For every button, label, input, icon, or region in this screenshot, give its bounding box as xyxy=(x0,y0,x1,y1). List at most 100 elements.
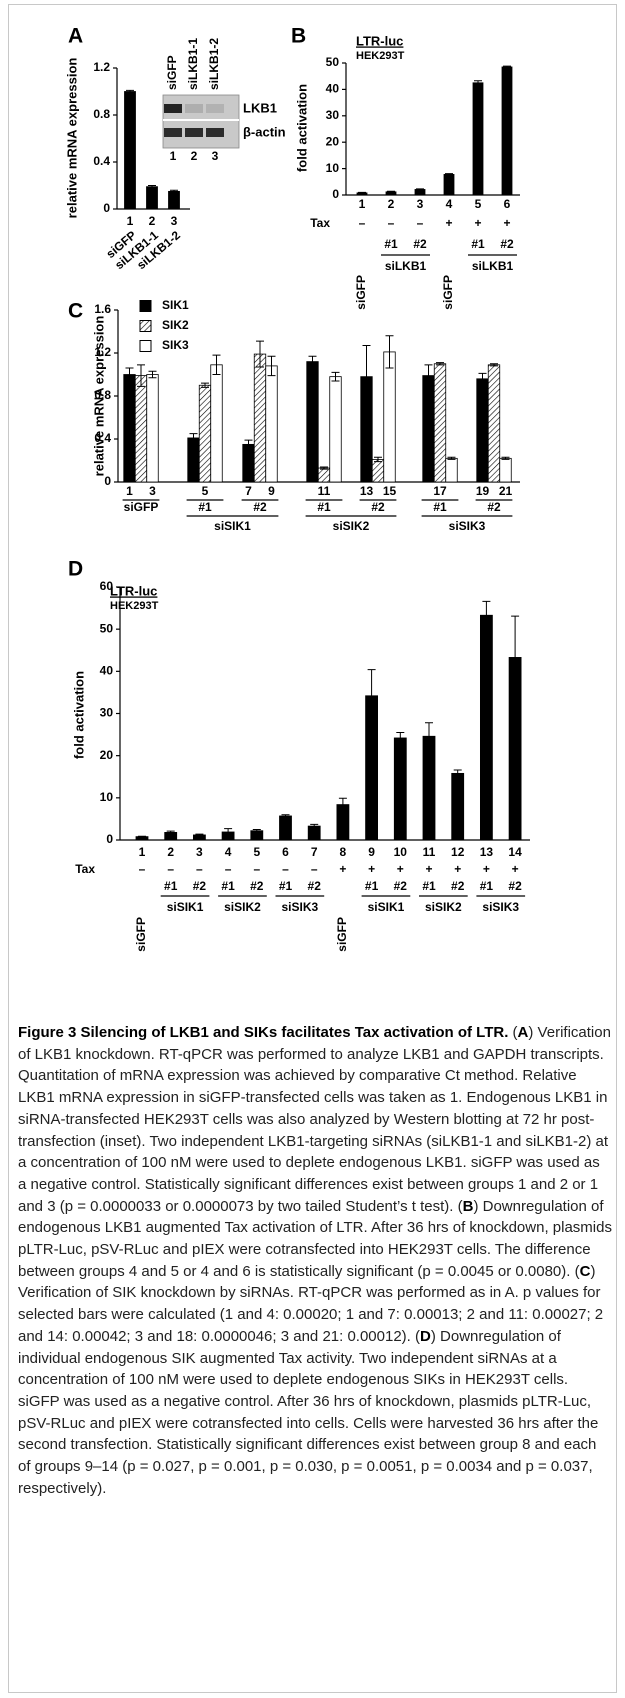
sirna-label: siGFP xyxy=(134,917,148,952)
bar xyxy=(452,773,464,840)
category-label: 9 xyxy=(368,845,375,859)
bar-number: 7 xyxy=(245,484,252,498)
caption-text: ) Downregulation of individual endogenou… xyxy=(18,1328,598,1497)
bar xyxy=(124,375,136,483)
tax-sign: – xyxy=(417,216,424,230)
panel-letter: B xyxy=(291,25,306,48)
sirna-label: #1 xyxy=(221,879,235,893)
y-tick-label: 0.4 xyxy=(94,431,111,445)
tax-sign: – xyxy=(139,862,146,876)
blot-band xyxy=(164,104,182,113)
bar xyxy=(500,458,512,482)
sirna-label: #2 xyxy=(487,500,501,514)
sirna-label: #2 xyxy=(451,879,465,893)
category-label: 3 xyxy=(196,845,203,859)
category-label: 7 xyxy=(311,845,318,859)
legend-swatch xyxy=(140,321,151,332)
tax-sign: + xyxy=(339,862,346,876)
y-tick-label: 40 xyxy=(326,82,340,96)
tax-sign: + xyxy=(474,216,481,230)
cell-line-label: HEK293T xyxy=(110,600,159,612)
bar xyxy=(330,377,342,482)
sirna-label: #2 xyxy=(253,500,267,514)
bar xyxy=(444,174,454,195)
y-tick-label: 50 xyxy=(326,55,340,69)
error-bar xyxy=(138,836,146,837)
category-label: 2 xyxy=(167,845,174,859)
category-label: 13 xyxy=(480,845,494,859)
y-axis-label: relative mRNA expression xyxy=(64,58,79,219)
bar xyxy=(254,354,266,482)
caption-text: ( xyxy=(508,1024,517,1041)
category-label: 6 xyxy=(504,197,511,211)
bar-number: 21 xyxy=(499,484,513,498)
sirna-label: #1 xyxy=(422,879,436,893)
y-tick-label: 20 xyxy=(100,748,114,762)
caption-bold: B xyxy=(463,1198,474,1215)
bar xyxy=(125,92,136,210)
bar xyxy=(446,458,458,482)
sirna-group-label: siSIK3 xyxy=(282,900,319,914)
y-tick-label: 0 xyxy=(103,201,110,215)
bar-number: 5 xyxy=(202,484,209,498)
sirna-label: #2 xyxy=(500,237,514,251)
y-tick-label: 20 xyxy=(326,134,340,148)
sirna-label: #2 xyxy=(308,879,322,893)
bar xyxy=(307,362,319,482)
bar-number: 17 xyxy=(433,484,447,498)
caption-bold: A xyxy=(518,1024,529,1041)
y-tick-label: 0.4 xyxy=(93,154,110,168)
sirna-group-label: siLKB1 xyxy=(472,259,514,273)
y-tick-label: 0.8 xyxy=(94,388,111,402)
sirna-label: #2 xyxy=(371,500,385,514)
sirna-label: #1 xyxy=(317,500,331,514)
sirna-label: #2 xyxy=(193,879,207,893)
category-label: 2 xyxy=(388,197,395,211)
bar xyxy=(147,375,159,483)
sirna-group-label: siSIK1 xyxy=(167,900,204,914)
sirna-group-label: siSIK2 xyxy=(333,519,370,533)
sirna-label: #2 xyxy=(508,879,522,893)
tax-sign: – xyxy=(359,216,366,230)
category-label: 4 xyxy=(225,845,232,859)
bar xyxy=(211,365,223,482)
cell-line-label: HEK293T xyxy=(356,50,405,62)
category-label: 10 xyxy=(394,845,408,859)
bar-number: 15 xyxy=(383,484,397,498)
bar xyxy=(502,67,512,195)
bar xyxy=(280,816,292,840)
sirna-group-label: siSIK3 xyxy=(449,519,486,533)
tax-sign: + xyxy=(397,862,404,876)
bar xyxy=(135,376,147,482)
sirna-label: #1 xyxy=(433,500,447,514)
tax-sign: + xyxy=(454,862,461,876)
y-tick-label: 10 xyxy=(100,790,114,804)
figure-caption: Figure 3 Silencing of LKB1 and SIKs faci… xyxy=(18,1022,612,1499)
y-axis-label: fold activation xyxy=(71,671,86,759)
lane-header: siLKB1-1 xyxy=(186,38,200,90)
y-axis-label: fold activation xyxy=(294,84,309,172)
category-label: 12 xyxy=(451,845,465,859)
y-tick-label: 0.8 xyxy=(93,107,110,121)
sirna-label: siGFP xyxy=(124,500,159,514)
bar xyxy=(473,83,483,195)
legend-swatch xyxy=(140,341,151,352)
tax-sign: – xyxy=(167,862,174,876)
bar xyxy=(169,191,180,209)
sirna-group-label: siSIK1 xyxy=(368,900,405,914)
y-tick-label: 30 xyxy=(326,108,340,122)
tax-sign: + xyxy=(368,862,375,876)
tax-sign: + xyxy=(483,862,490,876)
panel-letter: C xyxy=(68,300,83,323)
sirna-label: #1 xyxy=(480,879,494,893)
blot-band xyxy=(164,128,182,137)
sirna-group-label: siSIK2 xyxy=(425,900,462,914)
bar xyxy=(147,187,158,209)
bar-number: 9 xyxy=(268,484,275,498)
legend-label: SIK3 xyxy=(162,338,189,352)
bar xyxy=(318,468,330,482)
bar xyxy=(488,365,500,482)
y-tick-label: 0 xyxy=(104,474,111,488)
tax-sign: – xyxy=(311,862,318,876)
